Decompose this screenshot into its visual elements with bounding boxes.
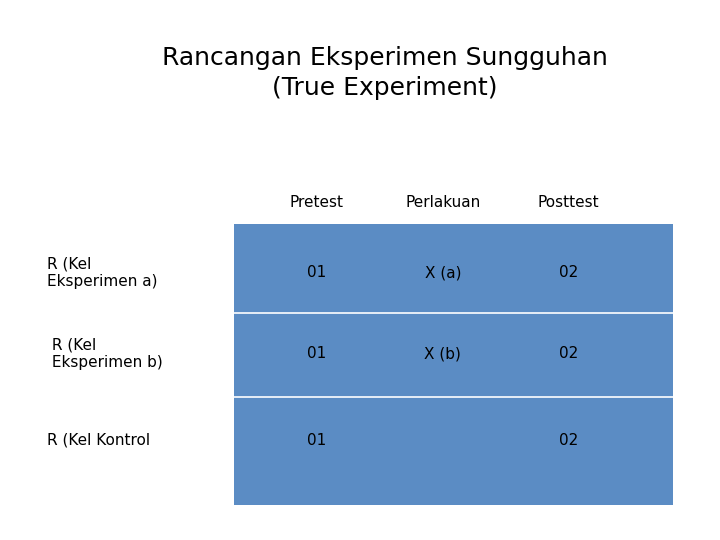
Text: X (a): X (a): [425, 265, 461, 280]
Text: 01: 01: [307, 346, 326, 361]
Text: 01: 01: [307, 265, 326, 280]
FancyBboxPatch shape: [234, 224, 673, 505]
Text: Posttest: Posttest: [538, 195, 600, 210]
Text: 02: 02: [559, 433, 578, 448]
Text: X (b): X (b): [424, 346, 462, 361]
Text: R (Kel Kontrol: R (Kel Kontrol: [47, 433, 150, 448]
Text: Perlakuan: Perlakuan: [405, 195, 480, 210]
Text: Rancangan Eksperimen Sungguhan
(True Experiment): Rancangan Eksperimen Sungguhan (True Exp…: [162, 45, 608, 100]
Text: 02: 02: [559, 265, 578, 280]
Text: R (Kel
 Eksperimen b): R (Kel Eksperimen b): [47, 338, 163, 370]
Text: 02: 02: [559, 346, 578, 361]
Text: 01: 01: [307, 433, 326, 448]
Text: Pretest: Pretest: [289, 195, 344, 210]
Text: R (Kel
Eksperimen a): R (Kel Eksperimen a): [47, 256, 157, 289]
